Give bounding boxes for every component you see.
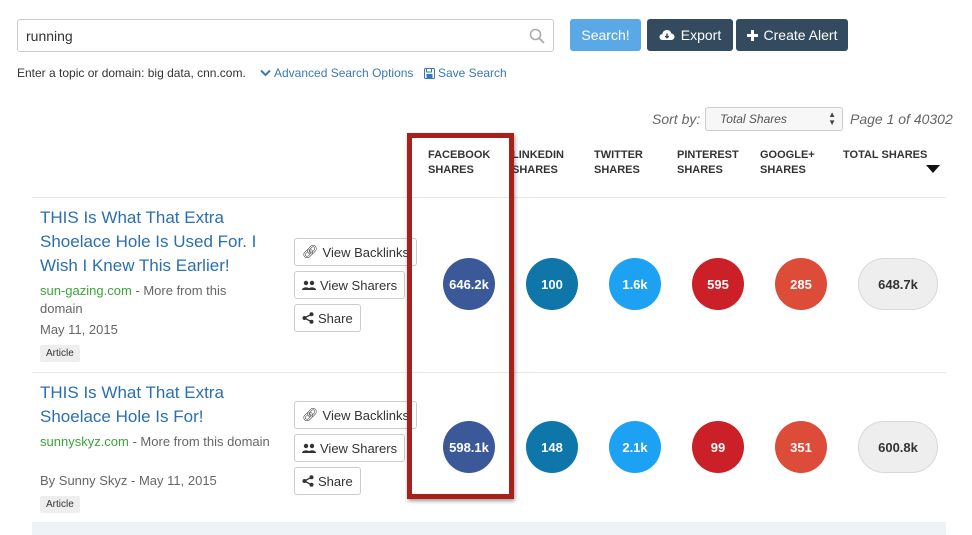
sort-select[interactable]: Total Shares ▲ ▼: [705, 107, 843, 131]
sort-selected-value: Total Shares: [720, 112, 787, 126]
googleplus-shares-count: 351: [775, 421, 827, 473]
view-sharers-button[interactable]: View Sharers: [294, 434, 406, 462]
floppy-disk-icon: [424, 67, 435, 79]
result-source: sun-gazing.com - More from this domain: [40, 282, 270, 318]
twitter-shares-count: 2.1k: [609, 421, 661, 473]
result-source: sunnyskyz.com - More from this domain: [40, 433, 270, 451]
total-shares-count: 600.8k: [858, 421, 938, 473]
save-search-link[interactable]: Save Search: [424, 66, 507, 80]
facebook-shares-count: 598.1k: [443, 421, 495, 473]
users-icon: [302, 443, 316, 453]
more-from-domain-link[interactable]: - More from this domain: [128, 434, 270, 449]
search-input[interactable]: [17, 19, 554, 52]
googleplus-shares-count: 285: [775, 258, 827, 310]
link-icon: 🔗︎: [302, 407, 319, 422]
view-sharers-button[interactable]: View Sharers: [294, 271, 406, 299]
create-alert-button-label: Create Alert: [763, 27, 838, 43]
search-button-label: Search!: [581, 27, 630, 43]
page-info: Page 1 of 40302: [850, 111, 953, 127]
view-backlinks-button[interactable]: 🔗︎ View Backlinks: [294, 238, 417, 266]
linkedin-shares-count: 100: [526, 258, 578, 310]
select-arrows-icon: ▲ ▼: [828, 110, 836, 127]
result-domain-link[interactable]: sun-gazing.com: [40, 283, 132, 298]
facebook-shares-count: 646.2k: [443, 258, 495, 310]
chevron-down-icon: [260, 69, 271, 77]
share-button[interactable]: Share: [294, 304, 361, 332]
column-header-pinterest[interactable]: PINTEREST SHARES: [677, 149, 739, 176]
pinterest-shares-count: 99: [692, 421, 744, 473]
column-header-total[interactable]: TOTAL SHARES: [843, 149, 928, 161]
search-icon[interactable]: [528, 27, 546, 45]
export-button-label: Export: [680, 27, 722, 43]
result-domain-link[interactable]: sunnyskyz.com: [40, 434, 129, 449]
search-button[interactable]: Search!: [570, 19, 641, 51]
results-footer-bar: [32, 522, 946, 535]
row-divider: [32, 372, 946, 373]
column-header-linkedin[interactable]: LINKEDIN SHARES: [512, 149, 564, 176]
users-icon: [302, 280, 316, 290]
column-header-googleplus[interactable]: GOOGLE+ SHARES: [760, 149, 815, 176]
plus-icon: [746, 29, 758, 41]
save-search-label: Save Search: [438, 66, 507, 80]
share-icon: [302, 475, 314, 487]
create-alert-button[interactable]: Create Alert: [736, 19, 848, 51]
sort-descending-icon[interactable]: [926, 165, 940, 173]
total-shares-count: 648.7k: [858, 258, 938, 310]
row-divider: [32, 197, 946, 198]
search-hint: Enter a topic or domain: big data, cnn.c…: [17, 66, 246, 80]
result-byline: By Sunny Skyz - May 11, 2015: [40, 473, 217, 488]
share-button[interactable]: Share: [294, 467, 361, 495]
column-header-facebook[interactable]: FACEBOOK SHARES: [428, 149, 491, 176]
link-icon: 🔗︎: [302, 244, 319, 259]
result-byline: May 11, 2015: [40, 322, 118, 337]
advanced-search-link[interactable]: Advanced Search Options: [260, 66, 413, 80]
cloud-download-icon: [659, 29, 675, 40]
linkedin-shares-count: 148: [526, 421, 578, 473]
export-button[interactable]: Export: [647, 19, 733, 51]
advanced-search-label: Advanced Search Options: [274, 66, 414, 80]
result-title-link[interactable]: THIS Is What That Extra Shoelace Hole Is…: [40, 208, 257, 275]
sort-label: Sort by:: [652, 111, 701, 127]
more-from-domain-link[interactable]: - More from this domain: [40, 283, 227, 316]
column-header-twitter[interactable]: TWITTER SHARES: [594, 149, 643, 176]
share-icon: [302, 312, 314, 324]
content-type-badge: Article: [40, 345, 80, 362]
result-title-link[interactable]: THIS Is What That Extra Shoelace Hole Is…: [40, 383, 224, 426]
content-type-badge: Article: [40, 496, 80, 513]
view-backlinks-button[interactable]: 🔗︎ View Backlinks: [294, 401, 417, 429]
twitter-shares-count: 1.6k: [609, 258, 661, 310]
pinterest-shares-count: 595: [692, 258, 744, 310]
